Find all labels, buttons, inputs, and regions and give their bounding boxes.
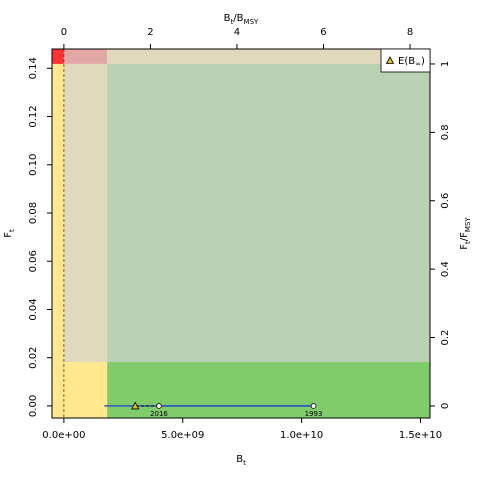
zones-layer <box>52 49 430 418</box>
right-tick-label: 0.8 <box>440 124 451 140</box>
legend: E(B∞) <box>380 48 431 73</box>
plot-frame <box>51 48 431 419</box>
right-tick-label: 0 <box>440 403 451 409</box>
zone-beige-top <box>107 49 430 64</box>
y-tick-label: 0.14 <box>28 57 39 79</box>
top-tick-label: 2 <box>147 27 153 38</box>
right-tick-label: 0.6 <box>440 193 451 209</box>
legend-box <box>380 48 431 73</box>
top-tick-label: 0 <box>61 27 67 38</box>
y-tick-label: 0.08 <box>28 202 39 224</box>
y-axis-label: Ft <box>3 229 16 238</box>
x-axis-label: Bt <box>236 454 246 467</box>
point-label: 1993 <box>305 410 323 418</box>
right-tick-label: 0.4 <box>440 261 451 277</box>
right-tick-label: 0.2 <box>440 330 451 346</box>
top-axis-label: Bt/BMSY <box>224 13 259 26</box>
marks-layer: 1993 2016 <box>104 401 323 418</box>
right-axis-label: Ft/FMSY <box>459 217 472 250</box>
zone-pink <box>63 49 108 64</box>
y-tick-label: 0.06 <box>28 250 39 272</box>
zone-yellow-bottom <box>52 362 108 418</box>
axes-layer: 0.0e+00 5.0e+09 1.0e+10 1.5e+10 0.00 0.02 0.04… <box>28 27 451 441</box>
y-tick-label: 0.02 <box>28 347 39 369</box>
legend-triangle-icon <box>385 56 395 64</box>
equilibrium-triangle-icon <box>131 401 140 410</box>
right-tick-label: 1 <box>440 61 451 67</box>
zone-green <box>107 362 430 418</box>
top-tick-label: 4 <box>234 27 240 38</box>
zone-light-green <box>107 63 430 363</box>
y-tick-label: 0.10 <box>28 154 39 176</box>
point-label: 2016 <box>150 410 168 418</box>
x-tick-label: 0.0e+00 <box>42 430 85 441</box>
y-tick-label: 0.00 <box>28 395 39 417</box>
zone-red <box>52 49 64 64</box>
trajectory-point <box>310 403 317 409</box>
x-tick-label: 1.5e+10 <box>399 430 442 441</box>
y-tick-label: 0.04 <box>28 298 39 320</box>
y-tick-label: 0.12 <box>28 105 39 127</box>
zone-yellow-left <box>52 63 64 363</box>
trajectory-point <box>156 403 162 409</box>
zone-beige-middle <box>63 63 108 363</box>
x-tick-label: 5.0e+09 <box>161 430 204 441</box>
top-tick-label: 8 <box>407 27 413 38</box>
legend-label: E(B∞) <box>398 56 425 68</box>
top-tick-label: 6 <box>320 27 326 38</box>
x-tick-label: 1.0e+10 <box>280 430 323 441</box>
